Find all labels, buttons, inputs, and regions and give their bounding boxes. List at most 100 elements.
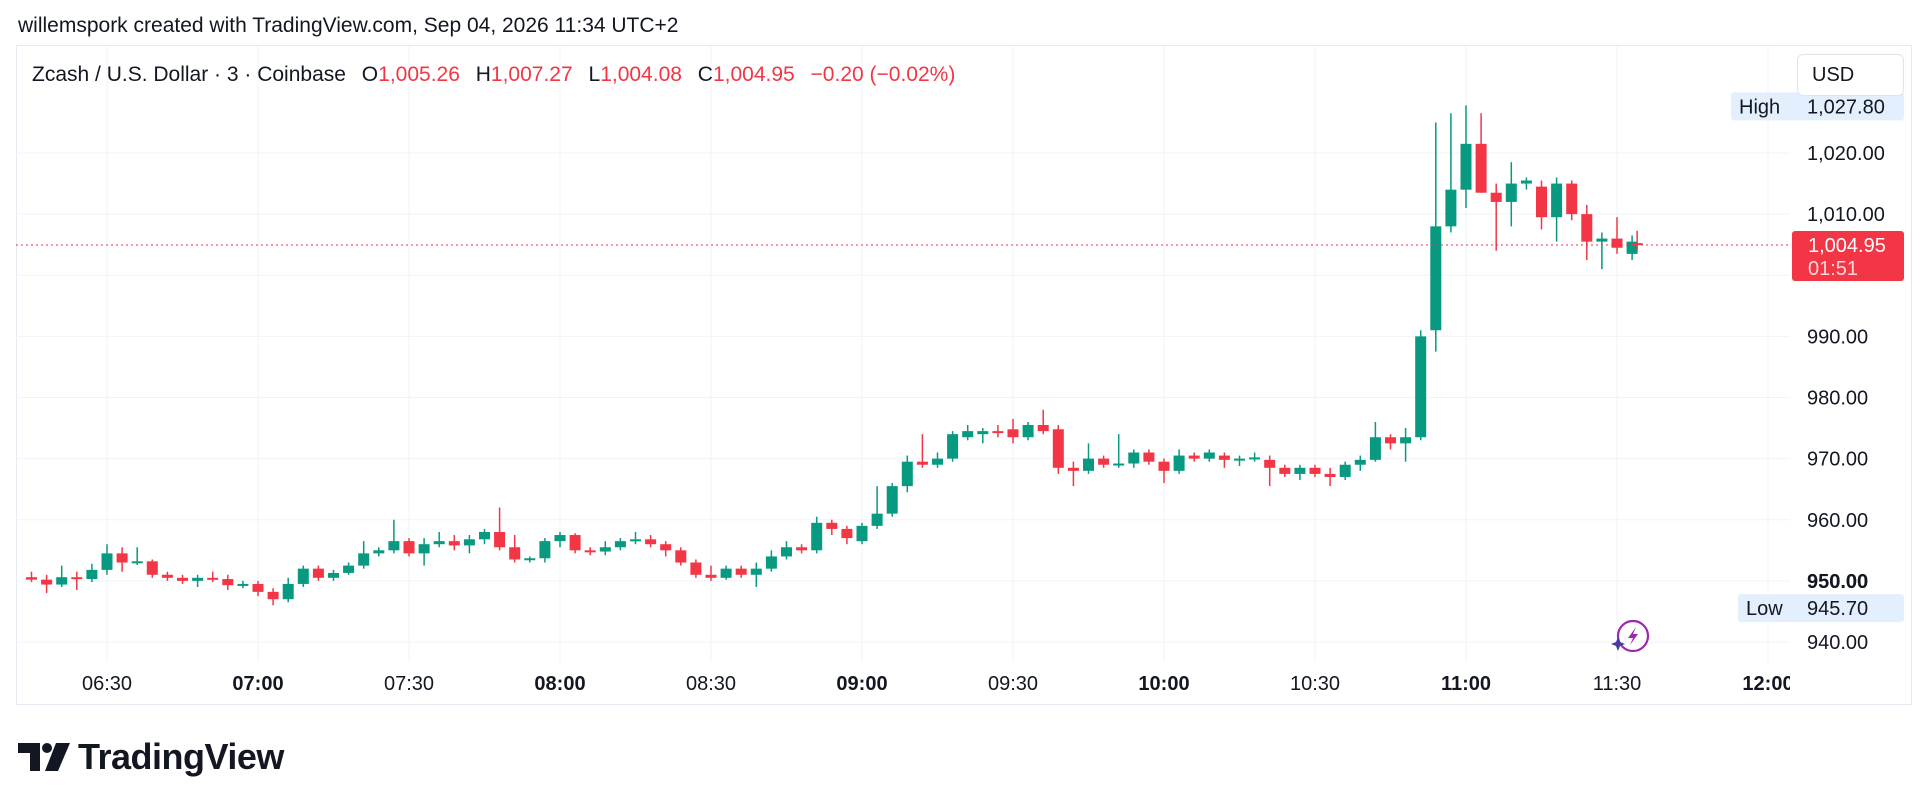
- open-label: O: [361, 63, 379, 86]
- candle-body: [645, 539, 657, 545]
- candle-body: [599, 547, 611, 552]
- candle-body: [750, 568, 762, 575]
- candle: [1188, 452, 1200, 462]
- candle: [856, 522, 868, 545]
- candle: [962, 425, 974, 441]
- candle: [71, 571, 83, 591]
- price-tick-label: 950.00: [1807, 571, 1868, 593]
- low-tag: [1738, 594, 1904, 623]
- candle-body: [977, 431, 989, 435]
- candle: [675, 547, 687, 566]
- candle: [56, 565, 68, 587]
- candle-body: [1203, 452, 1215, 459]
- candle: [1520, 177, 1532, 190]
- candle: [1611, 217, 1623, 254]
- candle-body: [1264, 459, 1276, 468]
- candle-body: [781, 547, 792, 557]
- candle-body: [1324, 473, 1336, 477]
- candle: [116, 547, 128, 572]
- candle: [1505, 162, 1517, 227]
- candle: [1294, 464, 1306, 481]
- candle-body: [358, 553, 370, 566]
- candle: [1551, 177, 1563, 242]
- candle: [1430, 122, 1442, 352]
- price-tick-label: 1,020.00: [1807, 143, 1885, 165]
- candle-body: [765, 556, 777, 569]
- candle: [750, 562, 762, 587]
- candle-body: [463, 539, 475, 546]
- candle: [1218, 452, 1230, 468]
- candle-body: [735, 568, 747, 575]
- candle-body: [1490, 192, 1502, 202]
- candle-body: [554, 535, 566, 542]
- candle: [1234, 455, 1245, 466]
- candle: [584, 547, 596, 556]
- candle: [192, 574, 204, 587]
- candle: [1173, 449, 1185, 474]
- candle: [373, 547, 385, 557]
- candle: [1309, 464, 1321, 477]
- candle: [433, 531, 445, 548]
- candle: [1581, 204, 1593, 260]
- candle-body: [1581, 214, 1593, 242]
- candle-body: [1611, 238, 1623, 248]
- brand[interactable]: TradingView: [18, 736, 284, 778]
- candle-body: [811, 522, 823, 551]
- candle-body: [1158, 461, 1170, 471]
- candle: [524, 556, 536, 563]
- candles-layer: [26, 105, 1643, 606]
- candle: [177, 574, 188, 584]
- countdown-label: 01:51: [1808, 258, 1858, 280]
- high-tag: [1731, 92, 1904, 121]
- candle: [267, 588, 279, 606]
- candle: [41, 574, 53, 594]
- candle: [1083, 443, 1094, 474]
- currency-button[interactable]: USD: [1797, 54, 1904, 96]
- candle-body: [1631, 243, 1643, 246]
- candle-body: [146, 561, 158, 575]
- candle-body: [1113, 463, 1125, 466]
- candle: [660, 541, 672, 557]
- symbol-label[interactable]: Zcash / U.S. Dollar · 3 · Coinbase: [32, 63, 346, 86]
- candle-body: [1551, 183, 1563, 218]
- low-tag-label: Low: [1746, 598, 1783, 620]
- open-value: 1,005.26: [378, 63, 460, 86]
- candle: [841, 525, 853, 545]
- low-tag-value: 945.70: [1807, 598, 1868, 620]
- time-tick-label: 10:00: [1138, 673, 1189, 695]
- candle: [871, 486, 883, 529]
- candle: [388, 519, 400, 554]
- candle-body: [886, 486, 898, 514]
- price-tick-label: 960.00: [1807, 510, 1868, 532]
- candle-body: [373, 550, 385, 554]
- high-value: 1,007.27: [490, 63, 573, 86]
- candle: [237, 580, 249, 589]
- candle-body: [448, 541, 460, 546]
- candle-body: [131, 561, 143, 564]
- candle: [977, 428, 989, 444]
- time-axis: 06:30 07:00 07:30 08:00 08:30 09:00 09:30 10:00…: [82, 668, 1794, 698]
- candle-body: [101, 553, 113, 570]
- candle: [1626, 235, 1638, 260]
- candle: [645, 535, 657, 548]
- candle-body: [403, 541, 415, 554]
- price-tick-label: 990.00: [1807, 326, 1868, 348]
- close-value: 1,004.95: [712, 63, 795, 86]
- time-tick-label: 09:30: [988, 673, 1038, 695]
- candle-body: [1385, 437, 1396, 444]
- candle: [735, 565, 747, 578]
- candle-body: [1037, 425, 1049, 432]
- candle: [1415, 330, 1427, 441]
- candle-body: [1128, 452, 1140, 464]
- candle: [886, 483, 898, 517]
- candle: [765, 550, 777, 572]
- high-tag-value: 1,027.80: [1807, 96, 1885, 118]
- candle: [630, 531, 641, 545]
- chart-frame[interactable]: [16, 45, 1912, 705]
- brand-name: TradingView: [78, 736, 284, 777]
- candle: [554, 531, 566, 548]
- candle: [207, 571, 219, 583]
- candle-body: [282, 583, 294, 600]
- candle: [1067, 461, 1079, 487]
